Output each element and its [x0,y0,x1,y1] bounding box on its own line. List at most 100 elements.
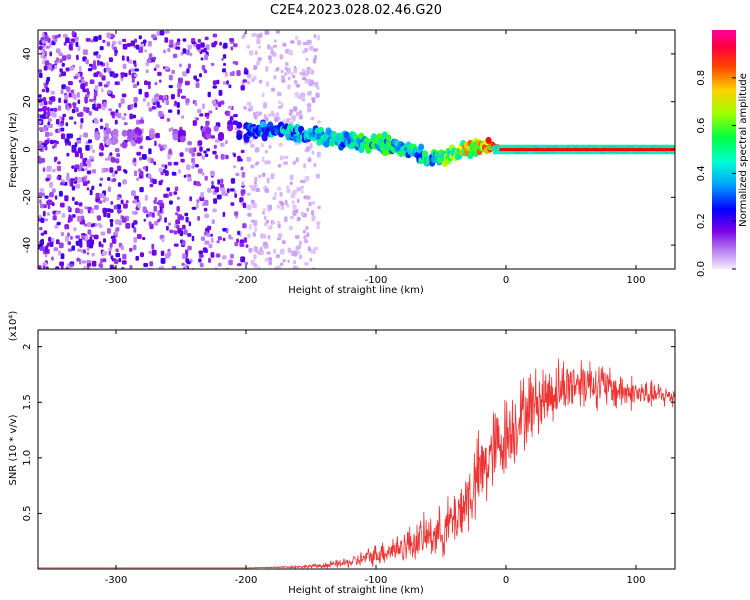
noise-cell [309,45,314,51]
noise-cell [305,57,309,61]
noise-cell [243,237,248,243]
noise-cell [112,178,117,182]
noise-cell [49,241,54,248]
ridge-cell [136,128,143,136]
noise-cell [284,216,288,223]
noise-cell [47,212,50,216]
noise-cell [121,260,127,265]
noise-cell [103,238,106,243]
noise-cell [165,99,169,106]
noise-cell [38,120,42,125]
ridge-cell [105,127,112,135]
noise-cell [38,192,43,198]
noise-cell [82,88,87,93]
noise-cell [84,96,88,103]
noise-cell [274,39,277,43]
noise-cell [151,34,156,38]
noise-cell [98,200,103,204]
noise-cell [301,98,306,102]
noise-cell [39,188,45,192]
snr-xlabel: Height of straight line (km) [288,585,424,596]
snr-panel: -300 -200 -100 0 100 0.5 1.0 1.5 2 Height of str… [8,311,676,596]
colorbar-axes: 0.0 0.2 0.4 0.6 0.8 [696,70,736,277]
noise-cell [227,105,233,109]
noise-cell [67,106,70,111]
noise-cell [100,258,103,264]
noise-cell [42,127,47,132]
noise-cell [133,157,137,163]
noise-cell [134,63,137,68]
noise-cell [116,153,120,158]
noise-cell [299,110,302,115]
noise-cell [279,54,284,60]
noise-cell [191,206,197,210]
noise-cell [38,69,43,73]
noise-cell [234,211,239,216]
colorbar-tick-label: 0.0 [696,261,707,277]
x-tick-label: -100 [365,575,388,586]
noise-cell [274,266,279,269]
noise-cell [74,167,78,173]
noise-cell [196,183,202,187]
noise-cell [173,53,178,59]
noise-cell [240,189,246,195]
noise-cell [305,226,309,230]
noise-cell [142,98,146,102]
noise-cell [38,144,43,150]
noise-cell [207,225,212,231]
noise-cell [64,236,70,242]
noise-cell [148,211,153,217]
noise-cell [79,249,83,253]
noise-cell [144,80,148,86]
noise-cell [303,239,309,244]
noise-cell [77,99,81,104]
noise-cell [92,103,96,110]
noise-cell [264,30,270,35]
noise-cell [60,127,65,132]
noise-cell [52,145,55,149]
noise-cell [38,140,43,145]
noise-cell [111,238,117,244]
noise-cell [54,60,58,66]
noise-cell [141,154,147,160]
noise-cell [303,163,307,169]
noise-cell [68,81,73,86]
noise-cell [138,88,142,95]
noise-cell [120,245,124,251]
noise-cell [136,81,140,86]
noise-cell [257,266,261,269]
noise-cell [76,257,80,262]
noise-cell [42,210,46,217]
noise-cell [217,179,221,185]
noise-cell [295,157,299,163]
x-tick-label: -200 [235,575,258,586]
noise-cell [215,106,218,111]
x-tick-label: -100 [365,275,388,286]
noise-cell [176,38,181,43]
noise-cell [161,237,165,243]
noise-cell [87,229,92,235]
noise-cell [208,243,213,249]
noise-cell [196,202,199,209]
noise-cell [293,260,297,265]
ridge-cell [172,133,179,141]
noise-cell [288,50,294,56]
noise-cell [171,69,175,75]
noise-cell [76,92,80,98]
noise-cell [88,63,93,67]
noise-cell [310,116,315,121]
noise-cell [84,206,89,210]
noise-cell [38,157,41,163]
noise-cell [252,232,256,237]
noise-cell [97,222,102,227]
noise-cell [201,65,206,70]
noise-cell [204,175,208,181]
noise-cell [193,43,197,48]
noise-cell [232,165,237,169]
noise-cell [280,201,284,207]
noise-cell [192,162,196,168]
noise-cell [286,204,290,208]
noise-cell [51,256,54,261]
noise-cell [244,261,248,266]
noise-cell [66,172,70,178]
